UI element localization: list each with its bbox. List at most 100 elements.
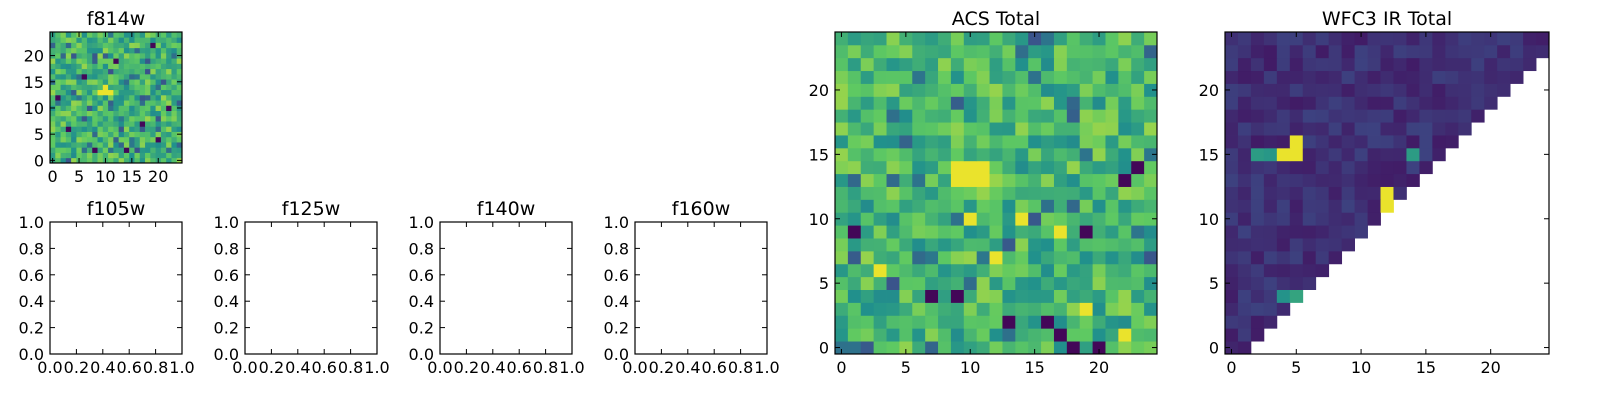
heatmap-cell xyxy=(835,83,849,97)
heatmap-cell xyxy=(86,73,93,80)
heatmap-cell xyxy=(1289,276,1304,290)
heatmap-cell xyxy=(108,142,114,148)
heatmap-cell xyxy=(139,115,146,122)
x-tick-label: 0 xyxy=(48,167,58,186)
heatmap-cell xyxy=(1380,57,1394,72)
heatmap-cell xyxy=(1053,250,1068,265)
heatmap-cell xyxy=(1237,238,1252,252)
heatmap-cell xyxy=(60,157,67,164)
heatmap-cell xyxy=(989,276,1003,290)
heatmap-cell xyxy=(1250,225,1265,239)
heatmap-cell xyxy=(118,89,125,96)
heatmap-cell xyxy=(1092,32,1106,46)
heatmap-cell xyxy=(1302,199,1317,213)
heatmap-cell xyxy=(129,131,135,138)
heatmap-cell xyxy=(976,212,990,226)
heatmap-cell xyxy=(1041,263,1055,278)
heatmap-cell xyxy=(1028,328,1042,342)
heatmap-cell xyxy=(1053,70,1068,84)
heatmap-cell xyxy=(1432,147,1446,162)
heatmap-cell xyxy=(108,110,114,117)
heatmap-cell xyxy=(925,147,939,162)
heatmap-cell xyxy=(1131,44,1145,59)
heatmap-cell xyxy=(65,84,72,91)
heatmap-cell xyxy=(950,160,965,175)
heatmap-cell xyxy=(92,79,98,85)
heatmap-cell xyxy=(145,152,151,159)
heatmap-cell xyxy=(1015,44,1029,59)
heatmap-cell xyxy=(102,37,109,43)
heatmap-cell xyxy=(1250,250,1265,265)
heatmap-cell xyxy=(1041,238,1055,252)
heatmap-cell xyxy=(50,37,56,43)
heatmap-cell xyxy=(1002,96,1016,110)
heatmap-cell xyxy=(113,42,120,49)
heatmap-cell xyxy=(150,79,156,85)
heatmap-cell xyxy=(123,68,130,75)
y-tick-label: 0.0 xyxy=(214,345,239,364)
heatmap-cell xyxy=(1237,109,1252,123)
heatmap-cell xyxy=(160,63,167,70)
heatmap-cell xyxy=(176,73,183,80)
heatmap-cell xyxy=(1393,109,1407,123)
heatmap-cell xyxy=(1225,83,1239,97)
heatmap-cell xyxy=(71,147,77,153)
heatmap-cell xyxy=(1380,160,1394,175)
heatmap-cell xyxy=(134,105,141,111)
heatmap-cell xyxy=(155,152,162,159)
heatmap-cell xyxy=(873,341,887,355)
heatmap-cell xyxy=(171,136,178,143)
heatmap-cell xyxy=(1406,96,1420,110)
heatmap-cell xyxy=(886,44,900,59)
heatmap-cell xyxy=(60,105,67,111)
heatmap-cell xyxy=(1445,109,1459,123)
heatmap-cell xyxy=(65,110,72,117)
heatmap-cell xyxy=(1484,70,1498,84)
heatmap-cell xyxy=(1276,186,1291,200)
heatmap-cell xyxy=(81,152,88,159)
heatmap-cell xyxy=(1367,83,1381,97)
heatmap-cell xyxy=(102,68,109,75)
y-tick-label: 0.6 xyxy=(214,266,239,285)
heatmap-cell xyxy=(76,79,83,85)
heatmap-cell xyxy=(1276,122,1291,136)
heatmap-cell xyxy=(899,289,913,303)
heatmap-cell xyxy=(989,263,1003,278)
x-tick-label: 20 xyxy=(148,167,168,186)
heatmap-cell xyxy=(160,126,167,132)
y-tick-label: 10 xyxy=(809,210,829,229)
heatmap-cell xyxy=(1092,44,1106,59)
heatmap-cell xyxy=(1276,276,1291,290)
heatmap-cell xyxy=(1144,315,1158,329)
heatmap-cell xyxy=(1002,199,1016,213)
heatmap-cell xyxy=(1131,276,1145,290)
heatmap-cell xyxy=(1028,212,1042,226)
heatmap-cell xyxy=(1393,96,1407,110)
heatmap-cell xyxy=(989,238,1003,252)
heatmap-cell xyxy=(1131,83,1145,97)
heatmap-cell xyxy=(97,136,104,143)
heatmap-cell xyxy=(1328,32,1343,46)
heatmap-cell xyxy=(1028,83,1042,97)
heatmap-cell xyxy=(1028,70,1042,84)
heatmap-cell xyxy=(1341,70,1355,84)
heatmap-cell xyxy=(1315,44,1330,59)
heatmap-cell xyxy=(873,122,887,136)
heatmap-cell xyxy=(1144,289,1158,303)
heatmap-cell xyxy=(155,42,162,49)
heatmap-cell xyxy=(1131,225,1145,239)
heatmap-cell xyxy=(1445,96,1459,110)
heatmap-cell xyxy=(145,126,151,132)
heatmap-cell xyxy=(1131,250,1145,265)
heatmap-cell xyxy=(1079,109,1093,123)
heatmap-cell xyxy=(899,160,913,175)
heatmap-cell xyxy=(989,328,1003,342)
heatmap-cell xyxy=(1419,135,1433,149)
heatmap-cell xyxy=(1131,315,1145,329)
heatmap-cell xyxy=(860,173,875,187)
heatmap-cell xyxy=(1028,160,1042,175)
heatmap-cell xyxy=(1028,135,1042,149)
heatmap-cell xyxy=(873,212,887,226)
x-tick-label: 0.0 xyxy=(427,358,452,377)
